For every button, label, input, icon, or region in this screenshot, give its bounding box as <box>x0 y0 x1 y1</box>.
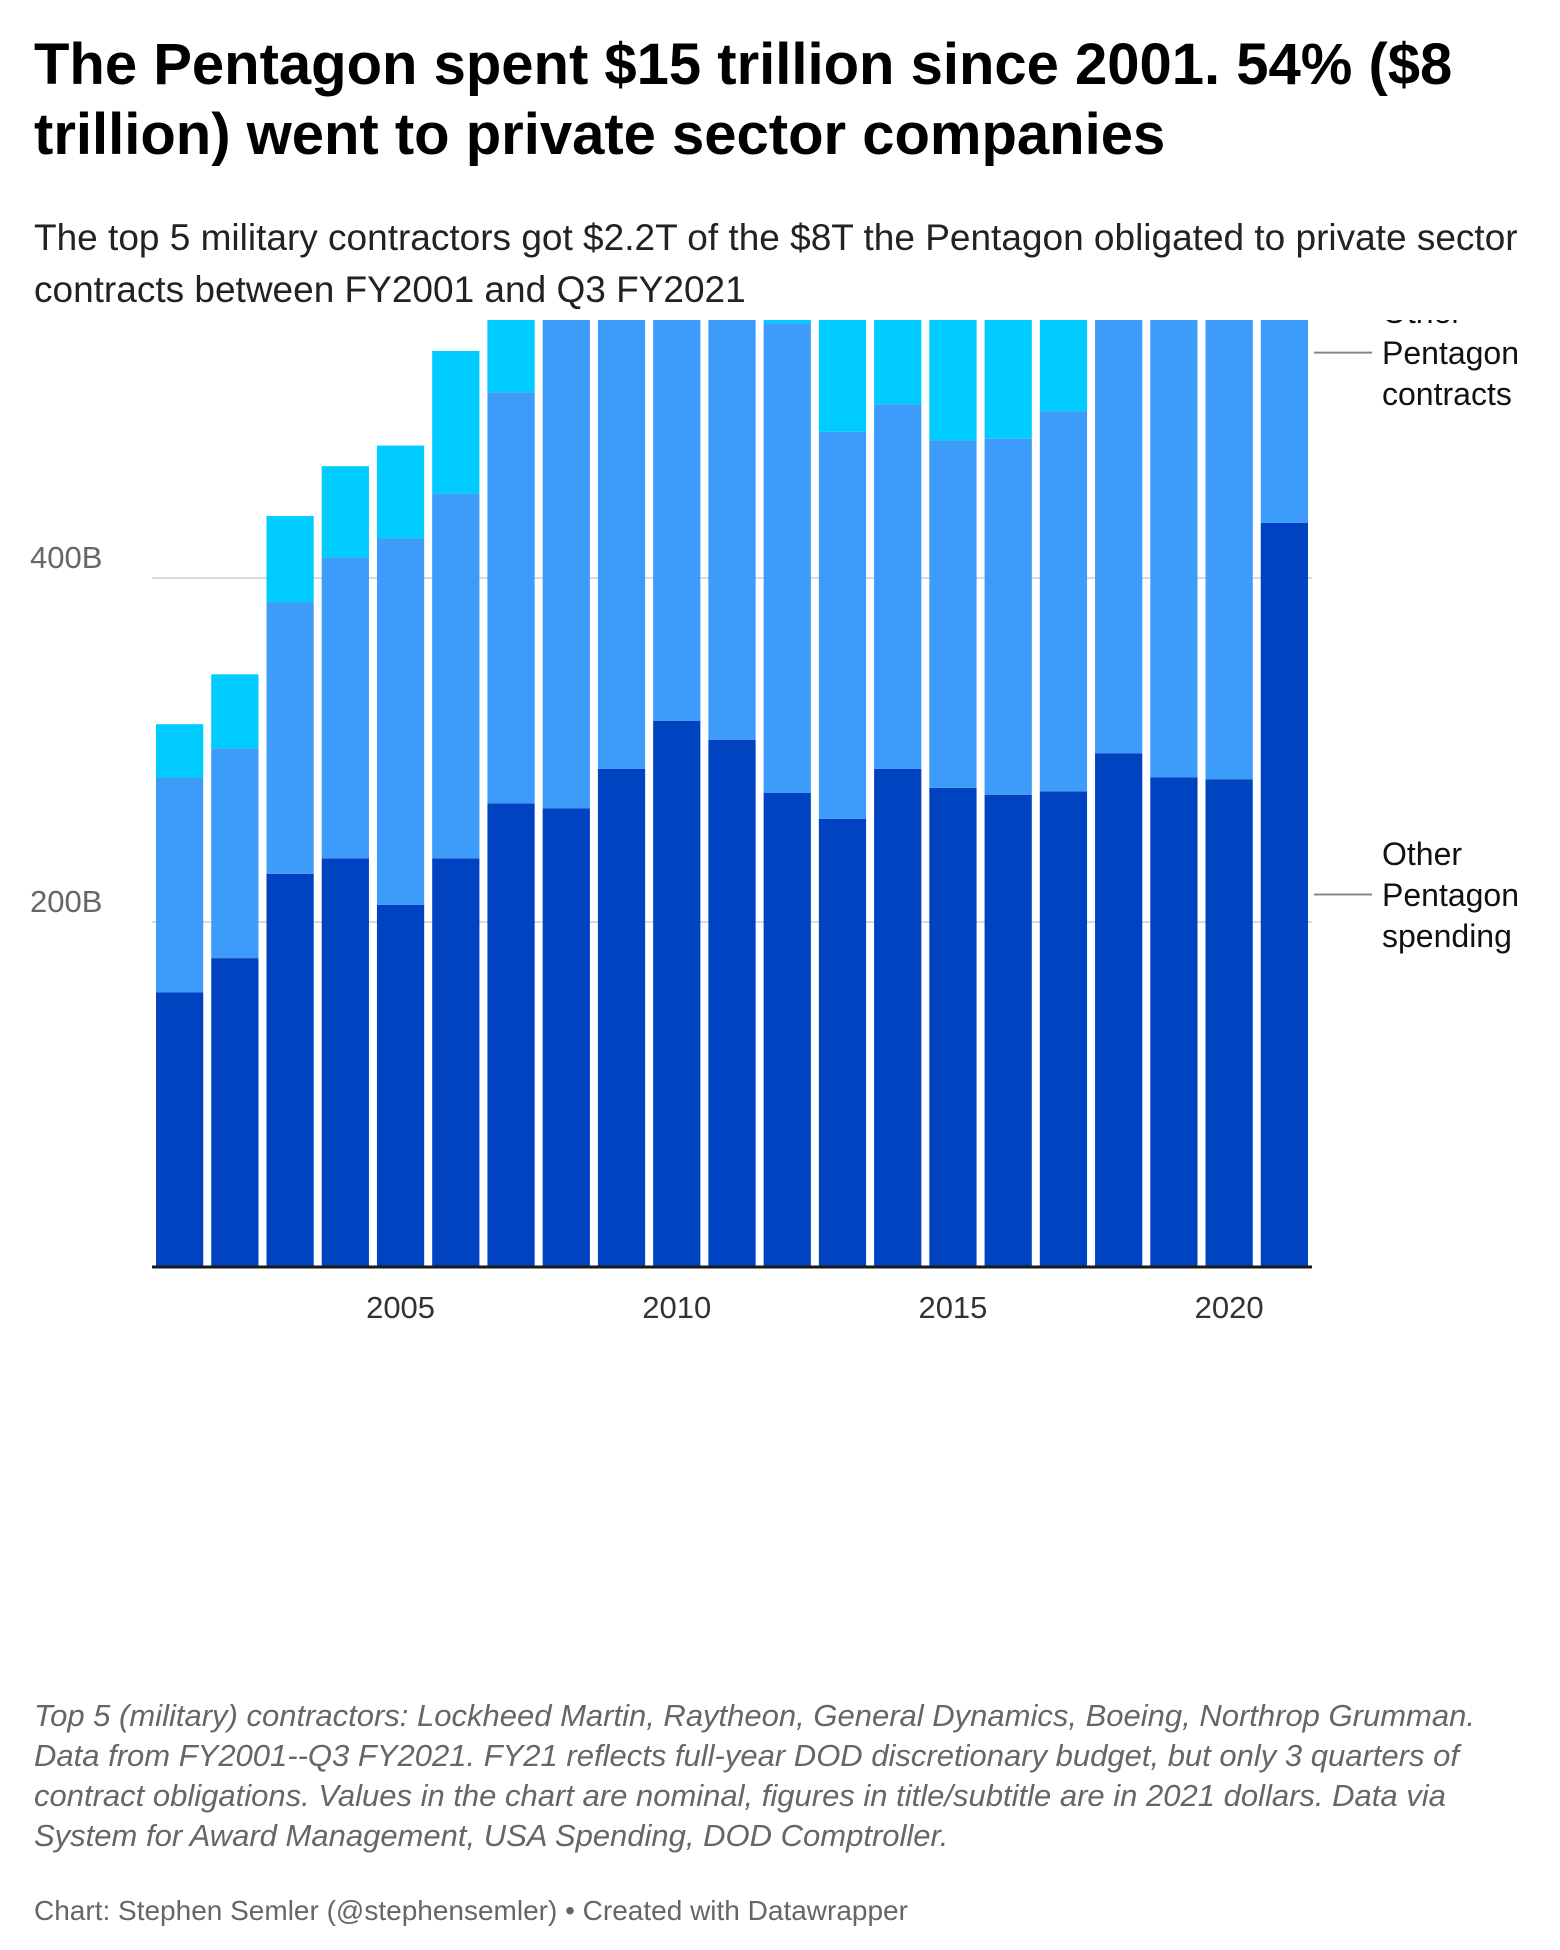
bar-2020-series-0 <box>1205 779 1253 1266</box>
bar-group-2003 <box>266 516 314 1266</box>
bar-2001-series-2 <box>156 724 204 778</box>
bar-2003-series-0 <box>266 873 314 1266</box>
bar-2015-series-1 <box>929 440 977 788</box>
bar-2013-series-1 <box>818 431 867 819</box>
legend-label-line: contracts <box>1382 376 1512 412</box>
bar-2019-series-1 <box>1150 320 1198 778</box>
bar-2003-series-1 <box>266 602 314 874</box>
bar-2004-series-1 <box>321 557 369 859</box>
bar-2002-series-0 <box>211 958 259 1266</box>
bar-group-2001 <box>156 724 204 1266</box>
bar-group-2009 <box>597 320 646 1266</box>
bar-group-2007 <box>487 320 535 1266</box>
legend-label-line: Pentagon <box>1382 335 1519 371</box>
bar-2007-series-2 <box>487 320 535 393</box>
legend-label-series-1: Other Pentagon contracts <box>1382 320 1519 412</box>
bar-group-2013 <box>818 320 867 1266</box>
y-tick-label: 400B <box>30 540 102 575</box>
bar-2010-series-1 <box>653 320 701 721</box>
bar-2021-series-0 <box>1260 522 1308 1266</box>
bar-2003-series-2 <box>266 516 314 603</box>
bar-2017-series-2 <box>1039 320 1088 412</box>
bar-group-2019 <box>1150 320 1198 1266</box>
bar-2019-series-0 <box>1150 777 1198 1266</box>
bars <box>156 320 1308 1266</box>
bar-group-2010 <box>653 320 701 1266</box>
bar-group-2012 <box>763 320 811 1266</box>
bar-group-2005 <box>376 445 425 1266</box>
bar-group-2004 <box>321 466 369 1266</box>
bar-2007-series-1 <box>487 392 535 804</box>
bar-2001-series-1 <box>156 777 204 993</box>
bar-2014-series-0 <box>874 768 922 1266</box>
bar-2010-series-0 <box>653 720 701 1266</box>
legend-label-line: Other <box>1382 320 1462 330</box>
bar-2005-series-0 <box>376 904 425 1266</box>
bar-2008-series-1 <box>542 320 590 809</box>
bar-group-2008 <box>542 320 590 1266</box>
bar-group-2018 <box>1095 320 1143 1266</box>
bar-2001-series-0 <box>156 992 204 1266</box>
bar-2016-series-0 <box>984 794 1032 1266</box>
x-tick-label: 2010 <box>642 1290 711 1325</box>
bar-2018-series-0 <box>1095 753 1143 1266</box>
bar-2006-series-1 <box>432 493 480 859</box>
bar-2017-series-0 <box>1039 791 1088 1266</box>
bar-2006-series-2 <box>432 350 480 494</box>
bar-2017-series-1 <box>1039 411 1088 792</box>
bar-group-2014 <box>874 320 922 1266</box>
bar-2009-series-0 <box>597 768 646 1266</box>
bar-2011-series-0 <box>708 739 756 1266</box>
bar-2012-series-0 <box>763 793 811 1266</box>
x-tick-label: 2015 <box>918 1290 987 1325</box>
bar-2015-series-0 <box>929 787 977 1266</box>
bar-group-2017 <box>1039 320 1088 1266</box>
bar-2006-series-0 <box>432 858 480 1266</box>
bar-2002-series-2 <box>211 674 259 749</box>
y-tick-label: 200B <box>30 884 102 919</box>
bar-2013-series-2 <box>818 320 867 432</box>
bar-2009-series-1 <box>597 320 646 769</box>
bar-2012-series-1 <box>763 323 811 793</box>
bar-2016-series-2 <box>984 320 1032 439</box>
bar-2005-series-1 <box>376 538 425 905</box>
legend-label-line: Other <box>1382 836 1462 872</box>
bar-2011-series-1 <box>708 320 756 740</box>
bar-2018-series-1 <box>1095 320 1143 754</box>
bar-2014-series-1 <box>874 404 922 769</box>
chart-notes: Top 5 (military) contractors: Lockheed M… <box>34 1698 1475 1853</box>
x-tick-label: 2005 <box>366 1290 435 1325</box>
chart-title: The Pentagon spent $15 trillion since 20… <box>34 32 1453 167</box>
bar-2014-series-2 <box>874 320 922 405</box>
bar-group-2015 <box>929 320 977 1266</box>
bar-2004-series-2 <box>321 466 369 558</box>
bar-2007-series-0 <box>487 803 535 1266</box>
bar-group-2011 <box>708 320 756 1266</box>
bar-2008-series-0 <box>542 808 590 1266</box>
legend-label-line: spending <box>1382 918 1512 954</box>
bar-group-2016 <box>984 320 1032 1266</box>
bar-2012-series-2 <box>763 320 811 324</box>
chart-subtitle: The top 5 military contractors got $2.2T… <box>34 217 1518 310</box>
bar-2002-series-1 <box>211 748 259 959</box>
bar-2005-series-2 <box>376 445 425 539</box>
bar-2020-series-1 <box>1205 320 1253 780</box>
bar-group-2020 <box>1205 320 1253 1266</box>
bar-2021-series-1 <box>1260 320 1308 523</box>
bar-2013-series-0 <box>818 818 867 1266</box>
x-tick-label: 2020 <box>1195 1290 1264 1325</box>
bar-2015-series-2 <box>929 320 977 441</box>
legend-label-series-0: Other Pentagon spending <box>1382 836 1519 954</box>
bar-group-2002 <box>211 674 259 1266</box>
bar-2016-series-1 <box>984 438 1032 795</box>
bar-2004-series-0 <box>321 858 369 1266</box>
bar-group-2021 <box>1260 320 1308 1266</box>
chart-credit: Chart: Stephen Semler (@stephensemler) •… <box>34 1895 908 1926</box>
legend: Pentagoncontractsto top 5firmsOtherPenta… <box>1314 320 1519 954</box>
bar-group-2006 <box>432 350 480 1266</box>
legend-label-line: Pentagon <box>1382 877 1519 913</box>
